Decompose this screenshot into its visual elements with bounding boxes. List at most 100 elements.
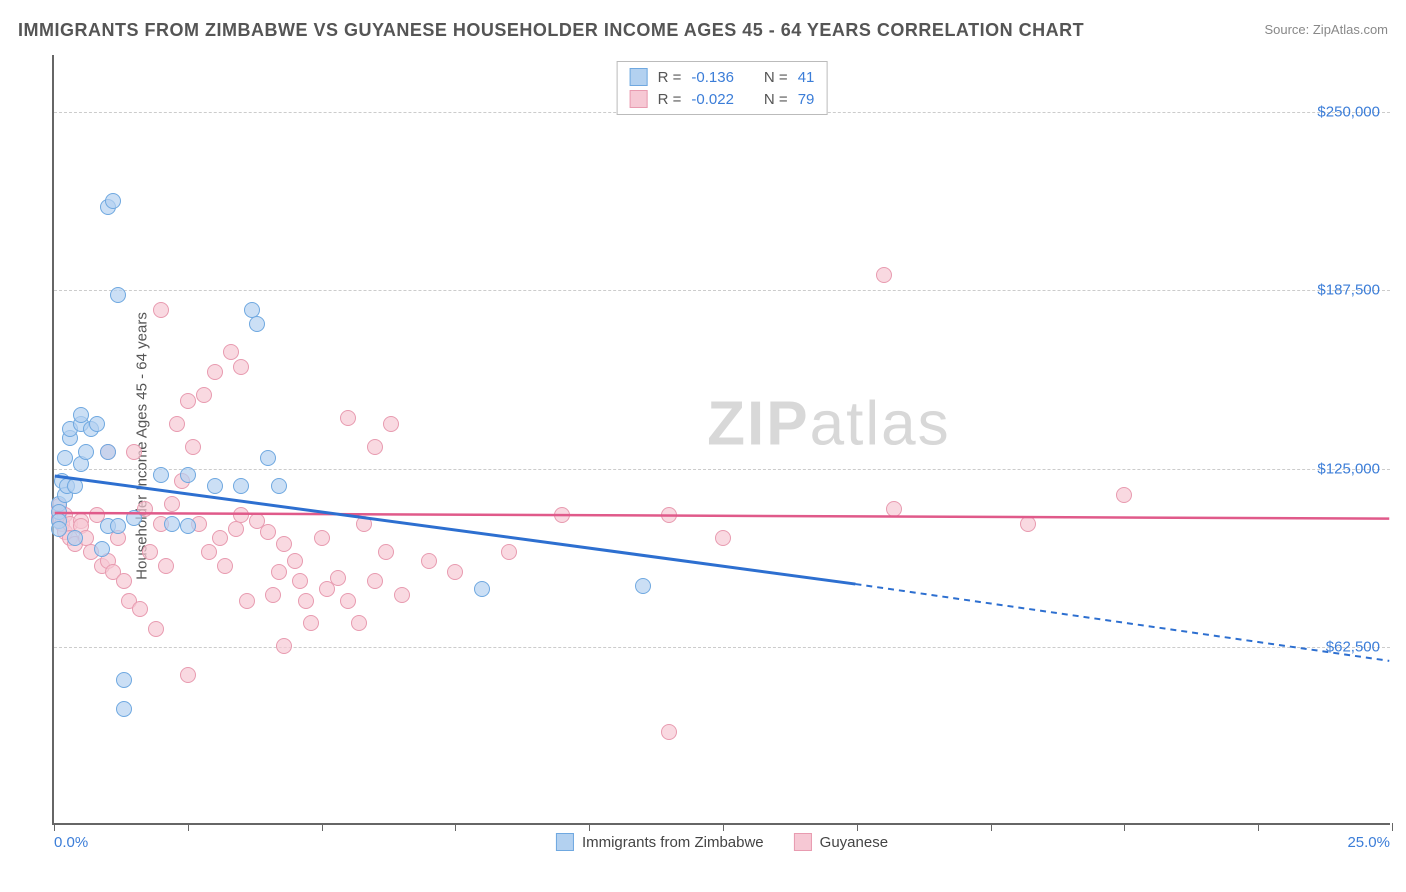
data-point — [207, 364, 223, 380]
data-point — [260, 450, 276, 466]
data-point — [116, 672, 132, 688]
data-point — [110, 518, 126, 534]
legend-swatch — [794, 833, 812, 851]
data-point — [153, 302, 169, 318]
data-point — [340, 410, 356, 426]
data-point — [89, 416, 105, 432]
legend-item: Guyanese — [794, 833, 888, 851]
data-point — [265, 587, 281, 603]
data-point — [876, 267, 892, 283]
legend-row: R = -0.022 N = 79 — [630, 88, 815, 110]
gridline — [54, 647, 1390, 648]
data-point — [180, 467, 196, 483]
data-point — [164, 516, 180, 532]
data-point — [367, 573, 383, 589]
data-point — [116, 573, 132, 589]
correlation-legend: R = -0.136 N = 41 R = -0.022 N = 79 — [617, 61, 828, 115]
x-tick — [188, 823, 189, 831]
data-point — [212, 530, 228, 546]
legend-n-value: 79 — [798, 91, 815, 108]
data-point — [169, 416, 185, 432]
data-point — [67, 530, 83, 546]
x-tick — [1392, 823, 1393, 831]
data-point — [105, 193, 121, 209]
data-point — [57, 450, 73, 466]
x-tick — [455, 823, 456, 831]
legend-r-label: R = — [658, 91, 682, 108]
data-point — [356, 516, 372, 532]
legend-swatch — [630, 90, 648, 108]
data-point — [1116, 487, 1132, 503]
legend-item: Immigrants from Zimbabwe — [556, 833, 764, 851]
x-axis-max-label: 25.0% — [1347, 834, 1390, 851]
legend-row: R =-0.136N =41 — [630, 66, 815, 88]
chart-title: IMMIGRANTS FROM ZIMBABWE VS GUYANESE HOU… — [18, 20, 1084, 41]
data-point — [223, 344, 239, 360]
y-tick-label: $62,500 — [1326, 638, 1380, 655]
data-point — [185, 439, 201, 455]
data-point — [94, 541, 110, 557]
data-point — [474, 581, 490, 597]
x-tick — [857, 823, 858, 831]
data-point — [314, 530, 330, 546]
x-tick — [1258, 823, 1259, 831]
x-tick — [589, 823, 590, 831]
data-point — [330, 570, 346, 586]
data-point — [287, 553, 303, 569]
data-point — [180, 393, 196, 409]
data-point — [207, 478, 223, 494]
data-point — [201, 544, 217, 560]
source-attribution: Source: ZipAtlas.com — [1264, 22, 1388, 37]
legend-series-name: Immigrants from Zimbabwe — [582, 834, 764, 851]
data-point — [635, 578, 651, 594]
data-point — [715, 530, 731, 546]
x-tick — [54, 823, 55, 831]
data-point — [292, 573, 308, 589]
data-point — [378, 544, 394, 560]
data-point — [421, 553, 437, 569]
data-point — [886, 501, 902, 517]
data-point — [276, 638, 292, 654]
legend-r-value: -0.022 — [691, 91, 734, 108]
data-point — [383, 416, 399, 432]
data-point — [260, 524, 276, 540]
x-tick — [723, 823, 724, 831]
y-tick-label: $187,500 — [1317, 282, 1380, 299]
data-point — [340, 593, 356, 609]
data-point — [78, 444, 94, 460]
x-tick — [991, 823, 992, 831]
data-point — [164, 496, 180, 512]
y-tick-label: $250,000 — [1317, 104, 1380, 121]
series-legend: Immigrants from Zimbabwe Guyanese — [556, 833, 888, 851]
data-point — [447, 564, 463, 580]
data-point — [126, 444, 142, 460]
data-point — [100, 444, 116, 460]
watermark: ZIPatlas — [707, 388, 950, 459]
gridline — [54, 469, 1390, 470]
plot-area: ZIPatlas R =-0.136N =41R =-0.022N =79 0.… — [52, 55, 1390, 825]
legend-series-name: Guyanese — [820, 834, 888, 851]
data-point — [271, 564, 287, 580]
legend-n-label: N = — [764, 69, 788, 86]
data-point — [298, 593, 314, 609]
legend-r-value: -0.136 — [691, 69, 734, 86]
data-point — [180, 518, 196, 534]
legend-n-label: N = — [764, 91, 788, 108]
data-point — [501, 544, 517, 560]
data-point — [661, 507, 677, 523]
data-point — [180, 667, 196, 683]
legend-swatch — [556, 833, 574, 851]
legend-n-value: 41 — [798, 69, 815, 86]
data-point — [142, 544, 158, 560]
data-point — [51, 521, 67, 537]
y-tick-label: $125,000 — [1317, 460, 1380, 477]
x-tick — [1124, 823, 1125, 831]
x-tick — [322, 823, 323, 831]
data-point — [228, 521, 244, 537]
gridline — [54, 290, 1390, 291]
data-point — [233, 359, 249, 375]
data-point — [661, 724, 677, 740]
data-point — [239, 593, 255, 609]
legend-swatch — [630, 68, 648, 86]
data-point — [126, 510, 142, 526]
